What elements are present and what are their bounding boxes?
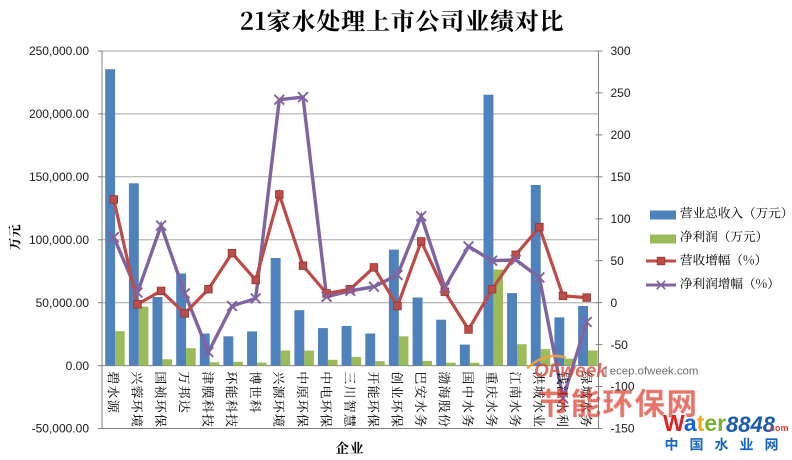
svg-text:100,000.00: 100,000.00 — [29, 233, 89, 247]
svg-text:150,000.00: 150,000.00 — [29, 170, 89, 184]
svg-text:-100: -100 — [611, 380, 635, 394]
svg-text:250: 250 — [611, 86, 631, 100]
svg-text:50,000.00: 50,000.00 — [36, 296, 90, 310]
svg-text:200: 200 — [611, 128, 631, 142]
svg-text:50: 50 — [611, 254, 625, 268]
svg-text:250,000.00: 250,000.00 — [29, 44, 89, 58]
svg-text:100: 100 — [611, 212, 631, 226]
svg-text:.com: .com — [768, 423, 789, 433]
svg-text:200,000.00: 200,000.00 — [29, 107, 89, 121]
svg-text:-50: -50 — [611, 338, 629, 352]
svg-text:300: 300 — [611, 44, 631, 58]
svg-text:-50,000.00: -50,000.00 — [32, 422, 90, 436]
svg-text:-150: -150 — [611, 422, 635, 436]
svg-text:0: 0 — [611, 296, 618, 310]
svg-text:8848: 8848 — [726, 412, 776, 437]
svg-text:| ecep.ofweek.com: | ecep.ofweek.com — [605, 366, 699, 378]
svg-text:150: 150 — [611, 170, 631, 184]
svg-text:0.00: 0.00 — [66, 359, 90, 373]
svg-text:OFweek: OFweek — [534, 361, 608, 382]
svg-text:Water: Water — [663, 410, 726, 436]
